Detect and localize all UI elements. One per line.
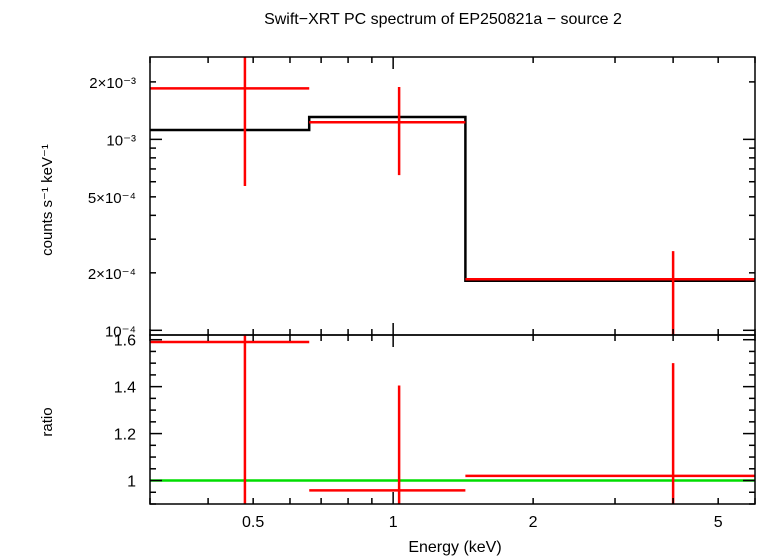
ratio-panel: 1 1.2 1.4 1.6 [114, 333, 756, 505]
ratio-tick-label: 1.6 [114, 333, 136, 350]
x-tick-label: 0.5 [242, 514, 264, 531]
ratio-point [465, 363, 755, 504]
ratio-tick-label: 1.4 [114, 380, 136, 397]
data-point [150, 57, 310, 186]
x-tick-label: 5 [714, 514, 723, 531]
top-y-axis-label: counts s⁻¹ keV⁻¹ [39, 144, 56, 256]
chart-title: Swift−XRT PC spectrum of EP250821a − sou… [264, 11, 622, 28]
ratio-point [309, 385, 466, 504]
y-tick-label: 2×10⁻⁴ [88, 266, 136, 283]
x-tick-label: 2 [529, 514, 538, 531]
data-point [309, 87, 466, 176]
data-point [465, 251, 755, 335]
top-panel: 10⁻⁴ 2×10⁻⁴ 5×10⁻⁴ 10⁻³ 2×10⁻³ [88, 56, 756, 340]
model-step-line [150, 115, 755, 282]
ratio-y-axis-label: ratio [39, 407, 56, 436]
y-tick-label: 2×10⁻³ [89, 75, 136, 92]
ratio-point [150, 335, 310, 504]
x-tick-label: 1 [389, 514, 398, 531]
y-tick-label: 10⁻⁴ [105, 323, 136, 340]
ratio-panel-frame [149, 334, 756, 505]
y-tick-label: 5×10⁻⁴ [88, 190, 136, 207]
ratio-tick-label: 1.2 [114, 427, 136, 444]
x-axis: 0.5 1 2 5 [149, 57, 756, 531]
ratio-tick-label: 1 [127, 474, 136, 491]
y-tick-label: 10⁻³ [106, 132, 136, 149]
top-panel-frame [149, 56, 756, 336]
x-axis-label: Energy (keV) [408, 539, 501, 556]
